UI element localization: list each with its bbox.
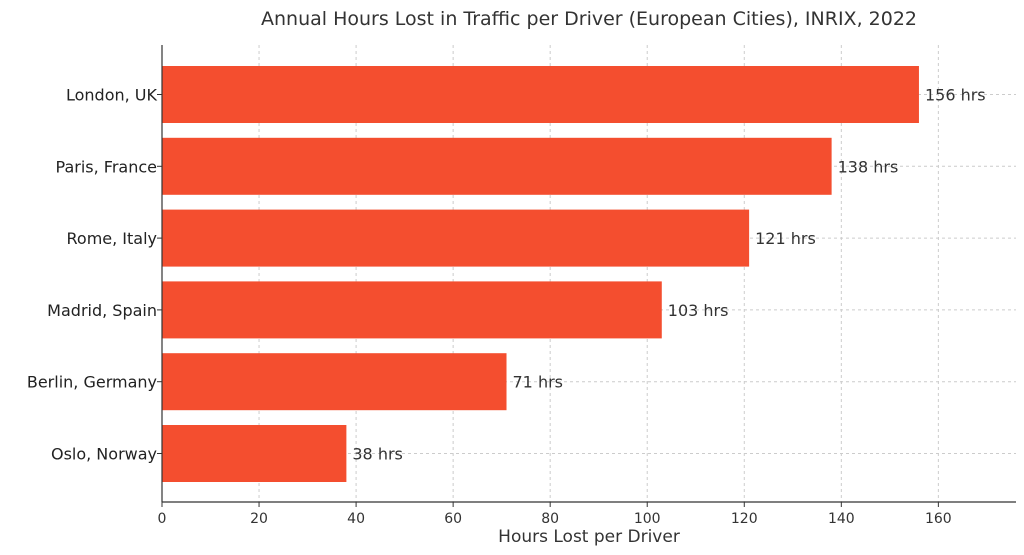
y-tick-label: Paris, France	[56, 157, 157, 176]
y-tick-label: London, UK	[66, 86, 158, 105]
bar-data-label: 103 hrs	[668, 301, 729, 320]
x-tick-label: 60	[444, 511, 462, 527]
bar	[162, 209, 750, 267]
bar	[162, 66, 919, 123]
bar	[162, 425, 347, 482]
bar-data-label: 138 hrs	[838, 157, 899, 176]
label-layer: London, UK 156 hrs Paris, France 138 hrs Rom…	[27, 86, 986, 464]
bar	[162, 281, 662, 339]
axis-layer	[161, 45, 1016, 503]
y-tick-label: Berlin, Germany	[27, 373, 157, 392]
x-tick-label: 100	[634, 511, 661, 527]
chart-title: Annual Hours Lost in Traffic per Driver …	[261, 8, 917, 30]
y-tick-label: Madrid, Spain	[47, 301, 157, 320]
bar	[162, 353, 507, 411]
x-tick-label: 40	[347, 511, 365, 527]
x-tick-label: 120	[731, 511, 758, 527]
tick-layer: 0 20 40 60 80 100 120 140 160	[157, 94, 952, 527]
x-tick-label: 0	[158, 511, 167, 527]
bar	[162, 137, 832, 195]
bar-data-label: 156 hrs	[925, 86, 986, 105]
x-tick-label: 160	[925, 511, 952, 527]
bar-layer	[162, 66, 919, 482]
x-tick-label: 20	[250, 511, 268, 527]
y-tick-label: Oslo, Norway	[51, 445, 157, 464]
x-tick-label: 80	[541, 511, 559, 527]
y-tick-label: Rome, Italy	[67, 229, 158, 248]
bar-data-label: 121 hrs	[755, 229, 816, 248]
x-axis-label: Hours Lost per Driver	[498, 527, 680, 547]
x-tick-label: 140	[828, 511, 855, 527]
bar-data-label: 38 hrs	[352, 445, 403, 464]
bar-data-label: 71 hrs	[513, 373, 564, 392]
